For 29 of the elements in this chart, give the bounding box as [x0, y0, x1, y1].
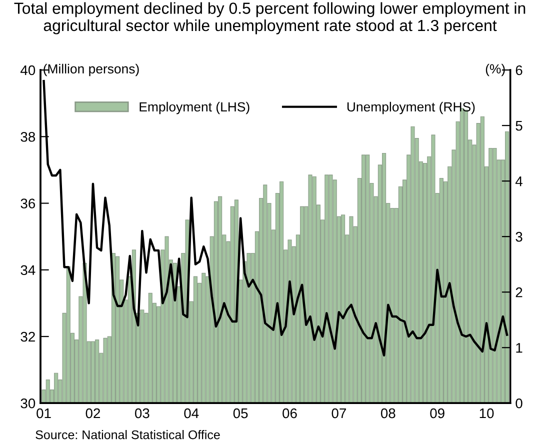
y-tick-label: 30	[20, 398, 36, 408]
y2-tick-label: 2	[516, 287, 522, 298]
x-tick-label: 05	[233, 408, 248, 418]
chart-title: Total employment declined by 0.5 percent following lower employment in agricultural sector while unemployment rate stood at 1.3 percent	[14, 2, 526, 34]
x-tick-label: 02	[86, 408, 100, 418]
y2-axis-title: (%)	[486, 64, 505, 76]
x-tick-label: 07	[332, 408, 346, 418]
x-tick-label: 03	[134, 408, 150, 418]
x-tick-label: 04	[184, 408, 199, 418]
x-tick-label: 08	[380, 408, 396, 418]
y-tick-label: 34	[20, 265, 36, 276]
source-note: Source: National Statistical Office	[36, 430, 220, 440]
y-tick-label: 40	[20, 65, 36, 76]
y-axis-title: (Million persons)	[44, 64, 139, 76]
x-tick-label: 01	[36, 408, 51, 418]
y2-tick-label: 0	[516, 398, 522, 408]
y2-tick-label: 4	[515, 176, 522, 186]
y2-tick-label: 5	[516, 120, 522, 131]
x-tick-label: 06	[282, 408, 297, 418]
y-tick-label: 38	[20, 132, 36, 142]
y2-tick-label: 6	[516, 65, 522, 76]
x-tick-label: 10	[480, 408, 494, 418]
y2-tick-label: 3	[516, 232, 522, 242]
y-tick-label: 36	[20, 198, 36, 208]
legend-label: Employment (LHS)	[140, 102, 250, 114]
y2-tick-label: 1	[516, 343, 522, 353]
x-tick-label: 09	[430, 408, 444, 418]
y-tick-label: 32	[20, 332, 35, 342]
legend-label: Unemployment (RHS)	[347, 102, 475, 114]
